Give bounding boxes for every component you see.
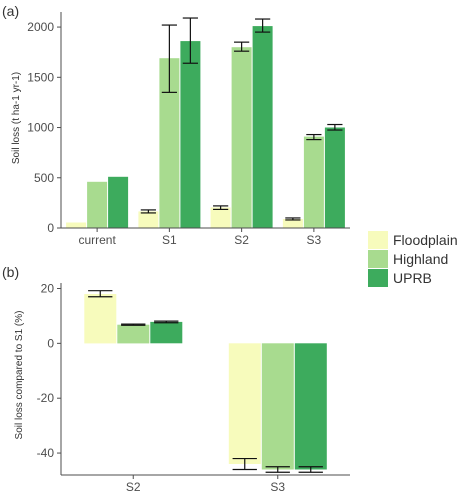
bar-highland-s2: [231, 47, 252, 229]
error-bar-floodplain-s3: [232, 457, 257, 471]
legend-key-highland: [368, 250, 388, 268]
y-tick-label: 1500: [27, 70, 54, 84]
error-bar-uprb-s1: [182, 17, 198, 64]
bar-uprb-s2: [252, 26, 273, 228]
bar-highland-s3: [261, 343, 294, 470]
error-bar-floodplain-s3: [285, 217, 301, 221]
legend-key-uprb: [368, 269, 388, 287]
x-tick-label-s3: S3: [307, 233, 322, 247]
bar-uprb-current: [108, 176, 129, 228]
bar-floodplain-s1: [138, 211, 159, 228]
legend-key-floodplain: [368, 231, 388, 249]
y-axis-title-a: Soil loss (t ha-1 yr-1): [11, 72, 22, 164]
y-tick-label: 2000: [27, 20, 54, 34]
legend-label-floodplain: Floodplain: [393, 232, 457, 248]
x-tick-label-s3: S3: [270, 480, 285, 494]
error-bar-uprb-s2: [154, 320, 179, 324]
error-bar-floodplain-s1: [140, 209, 156, 214]
chart-panel-a: 0 500 1000 1500 2000 current S1 S2 S3: [27, 12, 350, 247]
legend-label-highland: Highland: [393, 251, 448, 267]
x-tick-label-current: current: [78, 233, 116, 247]
bar-floodplain-s2: [84, 294, 117, 344]
y-tick-label: 1000: [27, 121, 54, 135]
y-axis-title-b: Soil loss compared to S1 (%): [14, 311, 25, 440]
bar-highland-s1: [159, 58, 180, 229]
error-bar-uprb-s3: [298, 466, 323, 473]
error-bar-highland-s2: [234, 41, 250, 52]
y-tick-label: -40: [37, 446, 55, 460]
bar-floodplain-s2: [210, 207, 231, 228]
error-bar-uprb-s2: [255, 18, 271, 33]
error-bar-floodplain-s2: [88, 290, 113, 298]
panel-label-a: (a): [2, 3, 19, 19]
bar-uprb-s1: [180, 41, 201, 228]
error-bar-uprb-s3: [327, 123, 343, 131]
y-tick-label: -20: [37, 391, 55, 405]
y-tick-label: 0: [47, 221, 54, 235]
panel-label-b: (b): [2, 264, 19, 280]
x-tick-label-s1: S1: [162, 233, 177, 247]
x-tick-label-s2: S2: [126, 480, 141, 494]
bar-uprb-s3: [294, 343, 327, 470]
error-bar-highland-s2: [121, 323, 146, 326]
error-bar-highland-s3: [306, 133, 322, 141]
error-bar-highland-s1: [161, 24, 177, 93]
error-bar-highland-s3: [265, 466, 290, 473]
bar-highland-s3: [303, 136, 324, 228]
bar-floodplain-s3: [228, 343, 261, 464]
x-tick-label-s2: S2: [234, 233, 249, 247]
y-tick-label: 20: [41, 281, 55, 295]
bar-floodplain-current: [66, 222, 87, 228]
chart-panel-b: -40 -20 0 20 S2 S3: [37, 281, 350, 494]
legend: Floodplain Highland UPRB: [368, 231, 457, 287]
bar-highland-s2: [117, 324, 150, 344]
y-tick-label: 0: [47, 336, 54, 350]
bar-highland-current: [87, 181, 108, 228]
y-tick-label: 500: [34, 171, 54, 185]
bar-floodplain-s3: [282, 219, 303, 228]
error-bar-floodplain-s2: [213, 205, 229, 211]
legend-label-uprb: UPRB: [393, 270, 432, 286]
bar-uprb-s2: [150, 321, 183, 344]
bar-uprb-s3: [324, 127, 345, 228]
